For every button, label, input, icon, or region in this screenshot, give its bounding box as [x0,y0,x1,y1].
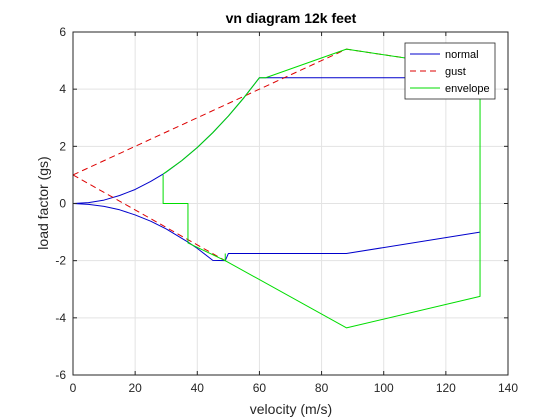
x-axis-ticks: 0 20 40 60 80 100 120 140 [70,32,518,395]
plot-series [72,48,481,329]
x-tick-label: 120 [436,381,456,395]
chart-title: vn diagram 12k feet [226,10,357,26]
x-tick-label: 60 [253,381,267,395]
y-axis-label: load factor (gs) [35,156,51,249]
x-tick-label: 0 [70,381,77,395]
y-tick-label: 2 [59,139,66,153]
y-tick-label: 0 [59,197,66,211]
x-tick-label: 20 [128,381,142,395]
gust-line [72,174,226,262]
normal-line [72,203,481,262]
series-envelope [162,48,481,329]
x-tick-label: 140 [498,381,518,395]
x-tick-label: 100 [374,381,394,395]
envelope-line [162,48,481,329]
legend-label-normal: normal [445,49,479,61]
x-tick-label: 80 [315,381,329,395]
y-tick-label: 4 [59,82,66,96]
y-tick-label: 6 [59,25,66,39]
y-tick-label: -6 [55,368,66,382]
envelope-line [162,174,226,262]
y-tick-label: -4 [55,311,66,325]
y-axis-ticks: -6 -4 -2 0 2 4 6 [55,25,508,382]
y-tick-label: -2 [55,254,66,268]
legend: normal gust envelope [404,42,496,100]
x-axis-label: velocity (m/s) [250,401,332,417]
legend-label-envelope: envelope [445,83,490,95]
legend-label-gust: gust [445,66,466,78]
x-tick-label: 40 [191,381,205,395]
